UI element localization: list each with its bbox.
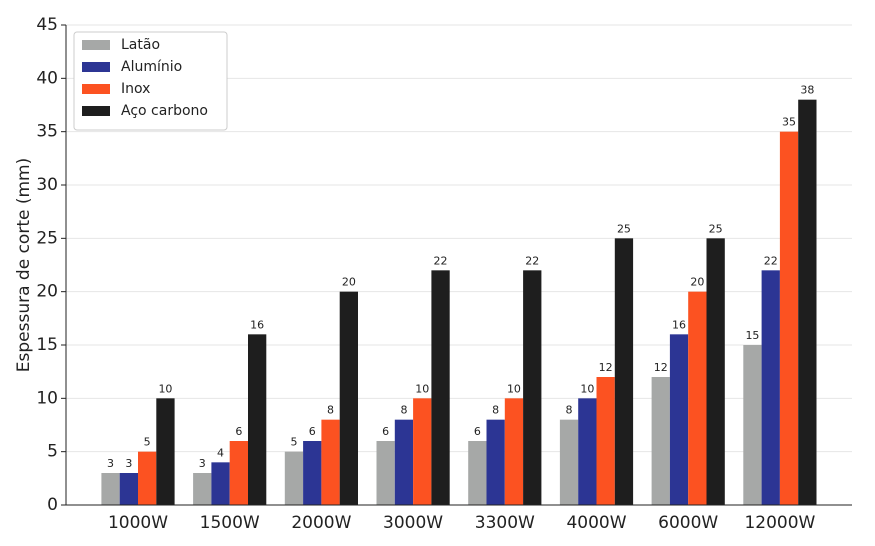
- value-label: 6: [235, 425, 242, 438]
- bar: [523, 270, 542, 505]
- y-tick-label: 30: [36, 175, 58, 195]
- value-label: 20: [690, 276, 704, 289]
- x-tick-label: 6000W: [658, 513, 718, 533]
- value-label: 6: [382, 425, 389, 438]
- bar: [761, 270, 780, 505]
- x-tick-label: 3300W: [475, 513, 535, 533]
- bar: [138, 451, 157, 505]
- bar: [321, 419, 340, 505]
- y-tick-label: 10: [36, 388, 58, 408]
- bar: [229, 441, 248, 505]
- value-label: 15: [745, 329, 759, 342]
- value-label: 20: [342, 276, 356, 289]
- value-label: 22: [525, 254, 539, 267]
- value-label: 6: [309, 425, 316, 438]
- bar: [651, 377, 670, 505]
- y-axis-label: Espessura de corte (mm): [14, 158, 34, 372]
- legend-label: Aço carbono: [121, 103, 208, 119]
- y-tick-label: 20: [36, 282, 58, 302]
- value-label: 6: [474, 425, 481, 438]
- x-tick-label: 2000W: [291, 513, 351, 533]
- bar: [559, 419, 579, 505]
- bar: [284, 451, 304, 505]
- x-tick-label: 1500W: [200, 513, 260, 533]
- bar: [156, 398, 175, 505]
- value-label: 22: [764, 254, 778, 267]
- bar: [248, 334, 267, 505]
- bar: [779, 131, 799, 505]
- value-label: 10: [507, 382, 521, 395]
- bar: [413, 398, 432, 505]
- value-label: 8: [566, 404, 573, 417]
- bar: [376, 441, 395, 505]
- y-tick-label: 0: [47, 495, 58, 515]
- legend-label: Latão: [121, 37, 160, 53]
- value-label: 3: [107, 457, 114, 470]
- value-label: 5: [290, 436, 297, 449]
- legend-swatch: [82, 40, 110, 50]
- bar: [431, 270, 450, 505]
- bar: [688, 291, 707, 505]
- bar: [614, 238, 634, 506]
- bar: [669, 334, 689, 505]
- bar: [468, 441, 487, 505]
- legend-swatch: [82, 106, 110, 116]
- bar: [486, 419, 505, 505]
- y-tick-label: 45: [36, 15, 58, 35]
- value-label: 10: [580, 382, 594, 395]
- legend-swatch: [82, 62, 110, 72]
- bar: [596, 377, 615, 505]
- legend-label: Alumínio: [121, 59, 182, 75]
- value-label: 10: [158, 382, 172, 395]
- legend-swatch: [82, 84, 110, 94]
- legend-label: Inox: [121, 81, 150, 97]
- x-tick-label: 3000W: [383, 513, 443, 533]
- value-label: 22: [434, 254, 448, 267]
- bar: [394, 419, 414, 505]
- bar: [706, 238, 725, 506]
- bar: [504, 398, 524, 505]
- value-label: 8: [327, 404, 334, 417]
- value-label: 12: [599, 361, 613, 374]
- y-tick-label: 35: [36, 122, 58, 142]
- legend-box: [73, 31, 228, 131]
- bar: [798, 99, 817, 506]
- bar: [101, 473, 120, 505]
- y-tick-label: 40: [36, 68, 58, 88]
- value-label: 8: [492, 404, 499, 417]
- y-tick-label: 15: [36, 335, 58, 355]
- x-tick-label: 12000W: [744, 513, 815, 533]
- x-tick-label: 1000W: [108, 513, 168, 533]
- value-label: 25: [617, 222, 631, 235]
- value-label: 12: [654, 361, 668, 374]
- value-label: 38: [800, 84, 814, 97]
- value-label: 4: [217, 446, 224, 459]
- value-label: 16: [250, 318, 264, 331]
- value-label: 35: [782, 116, 796, 129]
- value-label: 8: [400, 404, 407, 417]
- value-label: 3: [199, 457, 206, 470]
- y-tick-label: 5: [47, 442, 58, 462]
- bar: [193, 473, 212, 505]
- value-label: 16: [672, 318, 686, 331]
- y-tick-label: 25: [36, 228, 58, 248]
- value-label: 5: [144, 436, 151, 449]
- bar: [578, 398, 597, 505]
- value-label: 25: [709, 222, 723, 235]
- bar: [339, 291, 358, 505]
- bar: [303, 441, 322, 505]
- bar: [211, 462, 230, 505]
- value-label: 10: [415, 382, 429, 395]
- value-label: 3: [125, 457, 132, 470]
- x-tick-label: 4000W: [566, 513, 626, 533]
- bar: [743, 345, 762, 505]
- bar: [119, 473, 138, 505]
